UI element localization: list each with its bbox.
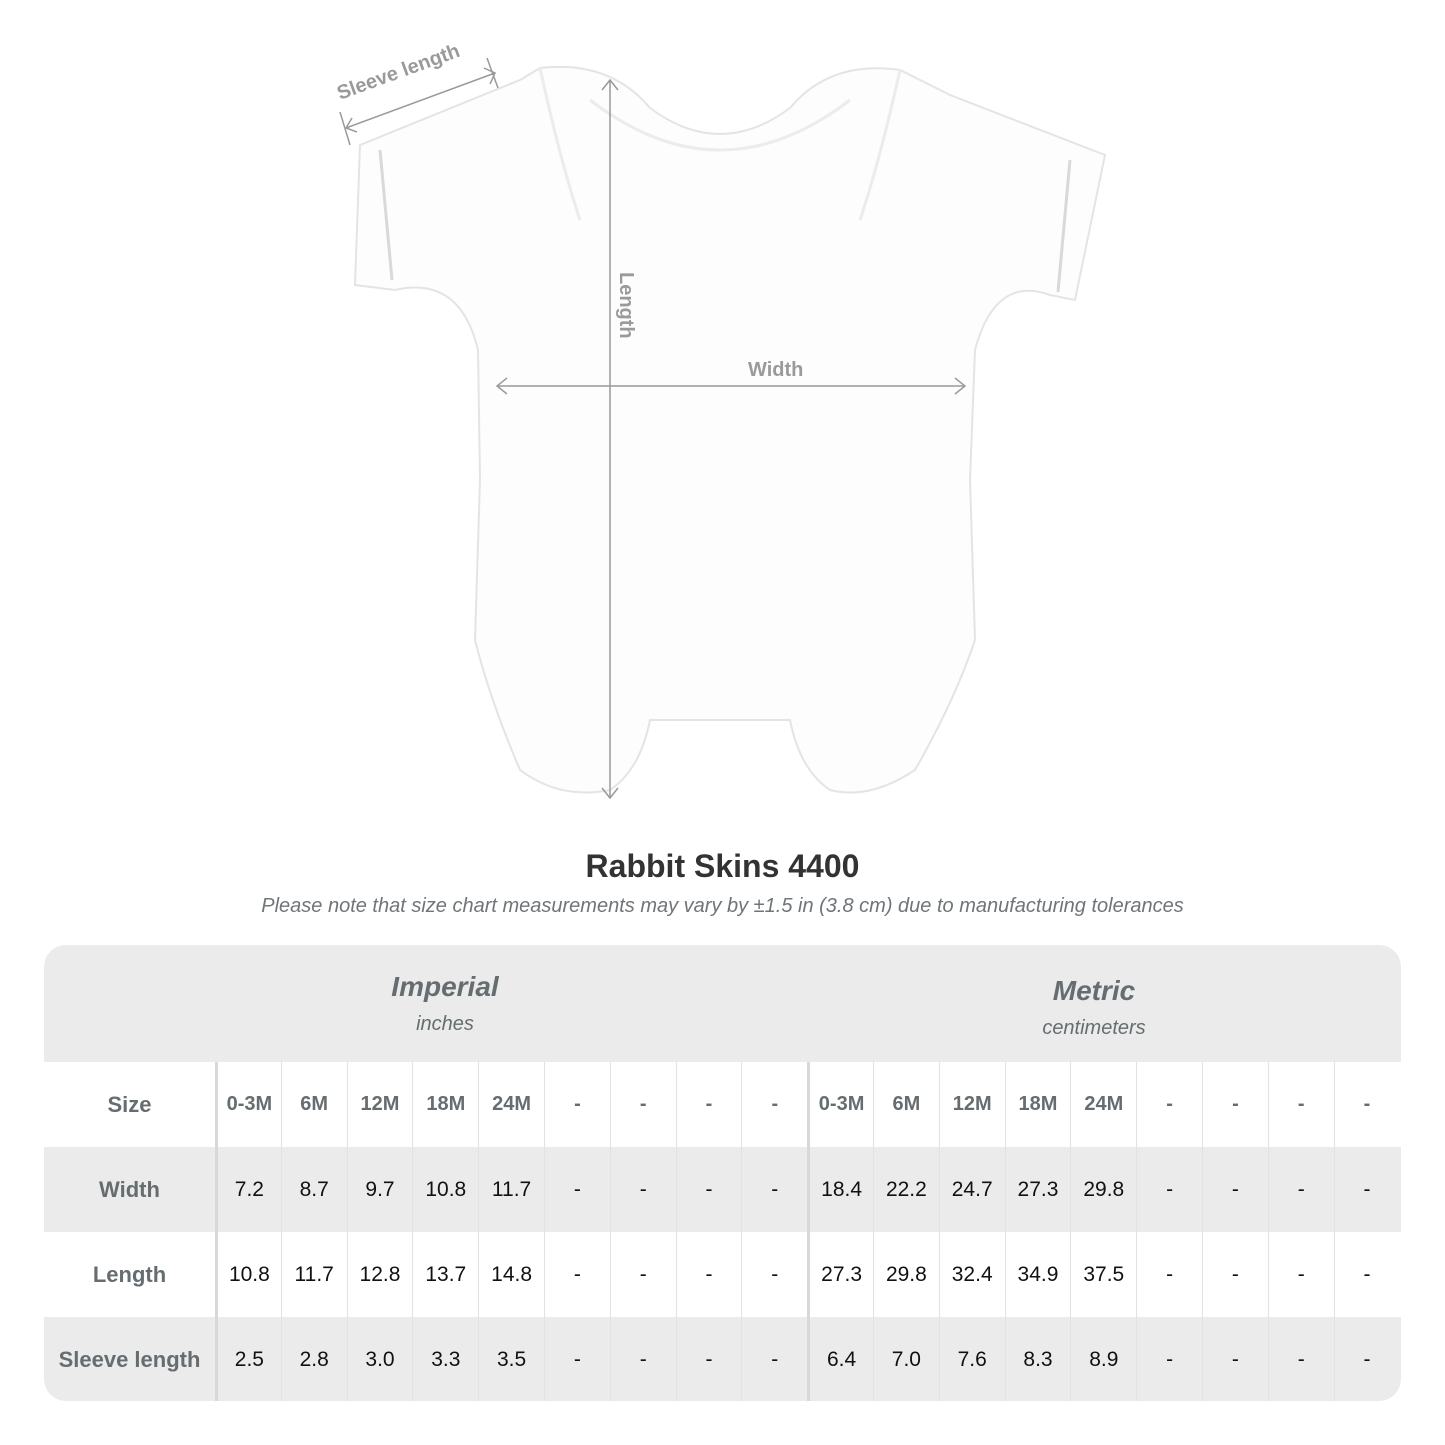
- imperial-cell: 7.2: [215, 1147, 281, 1232]
- metric-cell: -: [1267, 1317, 1334, 1401]
- metric-cell: 37.5: [1070, 1232, 1136, 1317]
- metric-cell: 24.7: [938, 1147, 1005, 1232]
- metric-cell: 29.8: [873, 1232, 939, 1317]
- metric-title: Metric: [1052, 975, 1136, 1006]
- imperial-cell: 8.7: [280, 1147, 347, 1232]
- metric-cell: -: [1202, 1147, 1268, 1232]
- metric-cell: 27.3: [1004, 1147, 1071, 1232]
- metric-cell: -: [1267, 1062, 1334, 1147]
- imperial-cell: 24M: [478, 1062, 544, 1147]
- imperial-cell: 11.7: [280, 1232, 347, 1317]
- table-row: Size 0-3M 6M 12M 18M 24M - - - -0-3M 6M 12M 18M 24M - -…: [44, 1062, 1401, 1147]
- imperial-cell: 13.7: [412, 1232, 478, 1317]
- imperial-unit: inches: [416, 1013, 474, 1035]
- sleeve-length-label: Sleeve length: [334, 40, 463, 105]
- metric-cell: -: [1333, 1147, 1400, 1232]
- metric-cell: -: [1333, 1062, 1400, 1147]
- imperial-cell: 9.7: [346, 1147, 413, 1232]
- imperial-cell: 12.8: [346, 1232, 413, 1317]
- metric-cell: 7.0: [873, 1317, 939, 1401]
- row-label: Size: [107, 1092, 152, 1117]
- metric-cell: -: [1202, 1232, 1268, 1317]
- row-label: Length: [92, 1262, 167, 1287]
- metric-cell: 32.4: [938, 1232, 1005, 1317]
- table-row: Length 10.8 11.7 12.8 13.7 14.8- - - -27.3 29.8 32…: [44, 1232, 1401, 1317]
- metric-cell: -: [1136, 1317, 1202, 1401]
- metric-cell: 8.3: [1004, 1317, 1071, 1401]
- imperial-cell: -: [675, 1317, 742, 1401]
- metric-cell: 7.6: [938, 1317, 1005, 1401]
- imperial-title: Imperial: [391, 971, 499, 1002]
- imperial-cell: 10.8: [215, 1232, 281, 1317]
- length-label: Length: [615, 272, 637, 339]
- metric-cell: -: [1136, 1062, 1202, 1147]
- metric-cell: -: [1267, 1147, 1334, 1232]
- imperial-cell: -: [741, 1147, 807, 1232]
- metric-cell: 6M: [873, 1062, 939, 1147]
- metric-cell: -: [1136, 1232, 1202, 1317]
- tolerance-note: Please note that size chart measurements…: [261, 895, 1184, 917]
- metric-cell: 8.9: [1070, 1317, 1136, 1401]
- imperial-cell: -: [675, 1062, 742, 1147]
- imperial-cell: 3.3: [412, 1317, 478, 1401]
- metric-cell: 12M: [938, 1062, 1005, 1147]
- metric-cell: 24M: [1070, 1062, 1136, 1147]
- onesie-outline: [353, 65, 1107, 794]
- imperial-cell: -: [544, 1062, 610, 1147]
- metric-unit: centimeters: [1042, 1017, 1146, 1039]
- metric-cell: -: [1202, 1317, 1268, 1401]
- onesie-diagram: Sleeve length Length Width: [334, 40, 1107, 800]
- imperial-cell: 6M: [280, 1062, 347, 1147]
- imperial-cell: -: [544, 1317, 610, 1401]
- metric-cell: -: [1136, 1147, 1202, 1232]
- imperial-cell: -: [609, 1317, 676, 1401]
- imperial-cell: 2.5: [215, 1317, 281, 1401]
- imperial-cell: 18M: [412, 1062, 478, 1147]
- metric-cell: -: [1202, 1062, 1268, 1147]
- imperial-cell: -: [741, 1062, 807, 1147]
- imperial-cell: -: [675, 1147, 742, 1232]
- metric-header: Metric centimeters: [864, 975, 1324, 1040]
- row-label: Width: [99, 1177, 160, 1202]
- table-row: Width 7.2 8.7 9.7 10.8 11.7- - - -18.4 22.2 24.7 27…: [44, 1147, 1401, 1232]
- imperial-cell: 10.8: [412, 1147, 478, 1232]
- imperial-cell: -: [741, 1317, 807, 1401]
- imperial-cell: -: [544, 1232, 610, 1317]
- imperial-cell: -: [741, 1232, 807, 1317]
- metric-cell: 18M: [1004, 1062, 1071, 1147]
- imperial-cell: -: [609, 1147, 676, 1232]
- metric-cell: 29.8: [1070, 1147, 1136, 1232]
- metric-cell: -: [1267, 1232, 1334, 1317]
- imperial-cell: 3.5: [478, 1317, 544, 1401]
- metric-cell: -: [1333, 1317, 1400, 1401]
- size-chart-table: Imperial inches Metric centimeters Size 0…: [44, 945, 1401, 1401]
- row-label: Sleeve length: [58, 1347, 201, 1372]
- imperial-cell: -: [609, 1232, 676, 1317]
- metric-cell: 22.2: [873, 1147, 939, 1232]
- table-row: Sleeve length 2.5 2.8 3.0 3.3 3.5- - - -6.4 7.0 7.…: [44, 1317, 1401, 1401]
- imperial-header: Imperial inches: [215, 971, 675, 1036]
- imperial-cell: 14.8: [478, 1232, 544, 1317]
- imperial-cell: 0-3M: [215, 1062, 281, 1147]
- metric-cell: 18.4: [807, 1147, 873, 1232]
- imperial-cell: -: [609, 1062, 676, 1147]
- imperial-cell: -: [675, 1232, 742, 1317]
- metric-cell: 6.4: [807, 1317, 873, 1401]
- imperial-cell: 11.7: [478, 1147, 544, 1232]
- width-label: Width: [748, 359, 803, 381]
- table-header: Imperial inches Metric centimeters: [44, 945, 1401, 1062]
- metric-cell: 0-3M: [807, 1062, 873, 1147]
- imperial-cell: 12M: [346, 1062, 413, 1147]
- imperial-cell: 3.0: [346, 1317, 413, 1401]
- metric-cell: 27.3: [807, 1232, 873, 1317]
- imperial-cell: 2.8: [280, 1317, 347, 1401]
- product-title: Rabbit Skins 4400: [585, 848, 860, 884]
- metric-cell: 34.9: [1004, 1232, 1071, 1317]
- imperial-cell: -: [544, 1147, 610, 1232]
- metric-cell: -: [1333, 1232, 1400, 1317]
